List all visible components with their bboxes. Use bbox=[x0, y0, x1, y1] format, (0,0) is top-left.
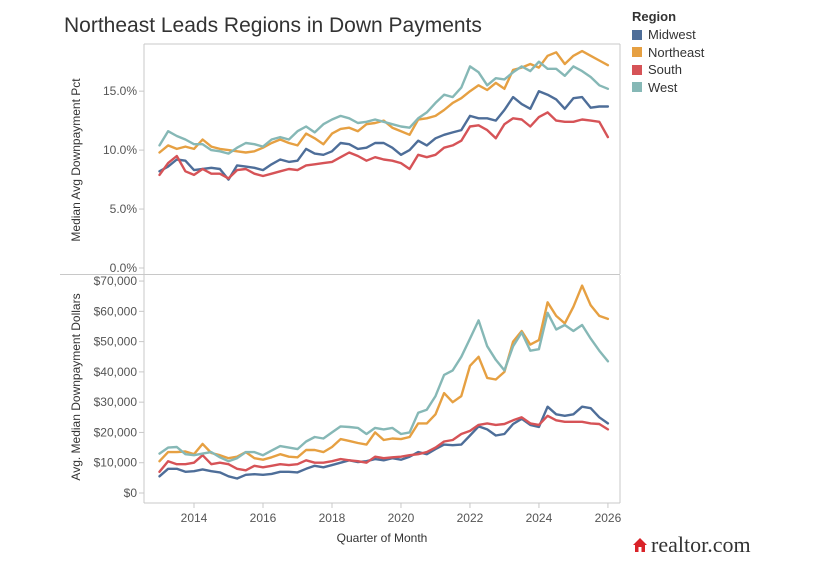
bottom-series-line-south[interactable] bbox=[158, 414, 610, 473]
legend-label-south: South bbox=[648, 62, 682, 78]
legend-swatch-northeast bbox=[632, 47, 642, 58]
legend-swatch-south bbox=[632, 64, 642, 75]
legend-label-midwest: Midwest bbox=[648, 27, 696, 43]
bottom-y-tick-label: $40,000 bbox=[94, 365, 138, 379]
bottom-y-tick-label: $70,000 bbox=[94, 274, 138, 288]
brand-logo: realtor.com bbox=[632, 532, 751, 558]
top-y-axis: 0.0% 5.0% 10.0% 15.0% bbox=[103, 84, 144, 275]
bottom-series-line-west[interactable] bbox=[158, 311, 610, 463]
bottom-y-tick-label: $0 bbox=[124, 486, 138, 500]
legend-label-northeast: Northeast bbox=[648, 44, 705, 60]
bottom-y-axis: $0 $10,000 $20,000 $30,000 $40,000 $50,000 $60… bbox=[94, 274, 144, 500]
x-axis-title: Quarter of Month bbox=[337, 531, 428, 545]
legend-label-west: West bbox=[648, 79, 678, 95]
brand-text: realtor.com bbox=[651, 532, 751, 557]
legend-swatch-west bbox=[632, 82, 642, 93]
chart-title: Northeast Leads Regions in Down Payments bbox=[64, 14, 482, 37]
bottom-series-line-midwest[interactable] bbox=[158, 405, 610, 480]
x-tick-label: 2026 bbox=[595, 511, 622, 525]
legend-item-west[interactable]: West bbox=[632, 79, 704, 97]
x-tick-label: 2016 bbox=[250, 511, 277, 525]
legend-item-south[interactable]: South bbox=[632, 61, 704, 79]
bottom-y-tick-label: $10,000 bbox=[94, 456, 138, 470]
x-axis: 2014 2016 2018 2020 2022 2024 2026 bbox=[181, 503, 622, 525]
top-series-line-south[interactable] bbox=[158, 111, 610, 180]
legend: Region Midwest Northeast South West bbox=[632, 9, 704, 96]
top-y-tick-label: 5.0% bbox=[110, 202, 138, 216]
bottom-y-tick-label: $60,000 bbox=[94, 304, 138, 318]
top-y-tick-label: 15.0% bbox=[103, 84, 137, 98]
x-tick-label: 2018 bbox=[319, 511, 346, 525]
top-plot-area bbox=[158, 49, 610, 181]
x-tick-label: 2014 bbox=[181, 511, 208, 525]
top-y-tick-label: 0.0% bbox=[110, 261, 138, 275]
top-series-line-midwest[interactable] bbox=[158, 89, 610, 181]
legend-item-northeast[interactable]: Northeast bbox=[632, 44, 704, 62]
top-y-tick-label: 10.0% bbox=[103, 143, 137, 157]
top-series-line-northeast[interactable] bbox=[158, 49, 610, 154]
house-icon bbox=[633, 538, 647, 552]
bottom-y-axis-title: Avg. Median Downpayment Dollars bbox=[69, 293, 83, 480]
legend-title: Region bbox=[632, 9, 677, 24]
bottom-plot-area bbox=[158, 284, 610, 480]
top-y-axis-title: Median Avg Downpayment Pct bbox=[69, 78, 83, 242]
legend-item-midwest[interactable]: Midwest bbox=[632, 26, 704, 44]
top-series-line-west[interactable] bbox=[158, 60, 610, 155]
bottom-y-tick-label: $50,000 bbox=[94, 335, 138, 349]
x-tick-label: 2020 bbox=[388, 511, 415, 525]
bottom-y-tick-label: $20,000 bbox=[94, 425, 138, 439]
legend-swatch-midwest bbox=[632, 29, 642, 40]
x-tick-label: 2024 bbox=[526, 511, 553, 525]
bottom-series-line-northeast[interactable] bbox=[158, 284, 610, 463]
bottom-y-tick-label: $30,000 bbox=[94, 395, 138, 409]
x-tick-label: 2022 bbox=[457, 511, 484, 525]
